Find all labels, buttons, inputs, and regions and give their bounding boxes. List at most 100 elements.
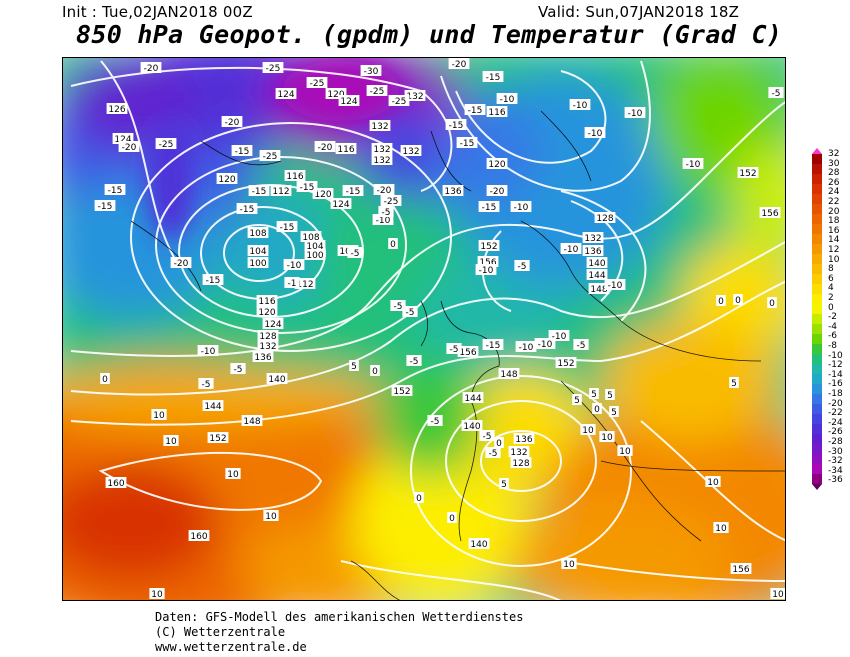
temperature-label-bg [259, 150, 281, 161]
temperature-label: 0 [735, 296, 741, 306]
legend-swatch [812, 444, 822, 454]
geopotential-label-bg [294, 278, 316, 289]
legend-level-label: -32 [828, 456, 843, 467]
temperature-label-bg [496, 93, 518, 104]
legend-level-label: 0 [828, 302, 834, 313]
legend-swatch [812, 274, 822, 284]
temperature-label-bg [617, 445, 633, 456]
temperature-label-bg [349, 360, 359, 371]
temperature-label-bg [479, 430, 495, 441]
temperature-label-bg [230, 363, 246, 374]
geopotential-label-bg [202, 400, 224, 411]
temperature-label-bg [609, 406, 619, 417]
temperature-label: 0 [102, 375, 108, 385]
geopotential-label: 152 [209, 434, 226, 444]
legend-level-label: -2 [828, 312, 837, 323]
valid-time: Valid: Sun,07JAN2018 18Z [538, 3, 740, 21]
geopotential-label: 152 [393, 387, 410, 397]
legend-swatch [812, 284, 822, 294]
geopotential-label-bg [247, 227, 269, 238]
temperature-label-bg [510, 201, 532, 212]
temperature-label-bg [366, 85, 388, 96]
geopotential-label: 132 [373, 156, 390, 166]
geopotential-label-bg [105, 477, 127, 488]
legend-level-label: -24 [828, 417, 843, 428]
geopotential-label: 100 [249, 259, 266, 269]
geopotential-label-bg [586, 269, 608, 280]
color-legend [812, 148, 826, 510]
temperature-label-bg [94, 200, 116, 211]
legend-swatch [812, 154, 822, 164]
geopotential-label-bg [262, 318, 284, 329]
temperature-label-bg [360, 65, 382, 76]
geopotential-label: 120 [218, 175, 235, 185]
geopotential-label-bg [513, 433, 535, 444]
legend-swatch [812, 264, 822, 274]
temperature-label-bg [599, 431, 615, 442]
temperature-label-bg [197, 345, 219, 356]
temperature-label-bg [446, 343, 462, 354]
geopotential-label: 156 [761, 209, 778, 219]
website-link[interactable]: www.wetterzentrale.de [155, 640, 307, 654]
temperature-label: -25 [310, 79, 325, 89]
legend-level-label: -14 [828, 369, 843, 380]
legend-swatch [812, 464, 822, 474]
temperature-label: 10 [265, 512, 277, 522]
init-time: Init : Tue,02JAN2018 00Z [62, 3, 253, 21]
temperature-label-bg [716, 295, 726, 306]
temperature-label: -10 [608, 281, 623, 291]
legend-level-label: -20 [828, 398, 843, 409]
geopotential-label: 140 [470, 540, 487, 550]
temperature-label: 10 [601, 433, 613, 443]
temperature-label-bg [705, 476, 721, 487]
temperature-label-bg [388, 238, 398, 249]
temperature-label-bg [584, 127, 606, 138]
temperature-label: 10 [563, 560, 575, 570]
legend-swatch [812, 474, 822, 484]
temperature-label: -20 [225, 118, 240, 128]
legend-swatch [812, 294, 822, 304]
temperature-label-bg [494, 437, 504, 448]
legend-swatch [812, 424, 822, 434]
legend-swatch [812, 304, 822, 314]
temperature-label: -15 [482, 203, 497, 213]
temperature-label-bg [284, 277, 300, 288]
temperature-label: -5 [394, 302, 403, 312]
temperature-label: -25 [263, 152, 278, 162]
legend-level-label: 32 [828, 149, 840, 159]
geopotential-label: 132 [510, 448, 527, 458]
legend-swatch [812, 164, 822, 174]
temperature-label: 0 [416, 494, 422, 504]
temperature-label-bg [283, 259, 305, 270]
geopotential-label-bg [188, 530, 210, 541]
geopotential-label-bg [478, 240, 500, 251]
geopotential-label: 132 [371, 122, 388, 132]
geopotential-label: 132 [373, 145, 390, 155]
geopotential-label: 124 [277, 90, 294, 100]
temperature-label: -15 [486, 73, 501, 83]
temperature-label: -15 [300, 183, 315, 193]
temperature-label: -5 [202, 380, 211, 390]
geopotential-label-bg [112, 133, 134, 144]
temperature-label-bg [733, 294, 743, 305]
temperature-label: 10 [151, 590, 163, 600]
geopotential-label: 120 [488, 160, 505, 170]
legend-level-label: -8 [828, 341, 837, 351]
temperature-label: -25 [159, 140, 174, 150]
legend-level-label: -16 [828, 379, 843, 390]
temperature-label: -15 [468, 106, 483, 116]
temperature-label-bg [104, 184, 126, 195]
geopotential-label-bg [477, 256, 499, 267]
legend-swatch [812, 414, 822, 424]
legend-level-label: -34 [828, 465, 843, 476]
temperature-label-bg [445, 119, 467, 130]
temperature-label-bg [768, 87, 784, 98]
legend-level-label: -22 [828, 408, 843, 419]
geopotential-label: 104 [306, 242, 323, 252]
geopotential-label-bg [284, 170, 306, 181]
temperature-label: -10 [519, 343, 534, 353]
geopotential-label: 140 [463, 422, 480, 432]
temperature-label-bg [482, 339, 504, 350]
temperature-label-bg [262, 62, 284, 73]
